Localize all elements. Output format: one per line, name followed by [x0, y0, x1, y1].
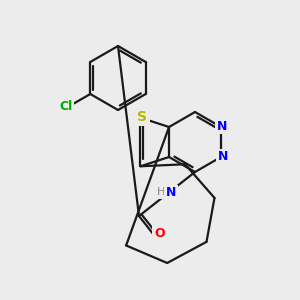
Text: H: H — [157, 187, 165, 197]
Text: N: N — [217, 119, 227, 133]
Text: N: N — [218, 151, 228, 164]
Text: S: S — [137, 110, 148, 124]
Text: O: O — [154, 227, 165, 240]
Text: Cl: Cl — [59, 100, 72, 112]
Text: N: N — [166, 187, 176, 200]
